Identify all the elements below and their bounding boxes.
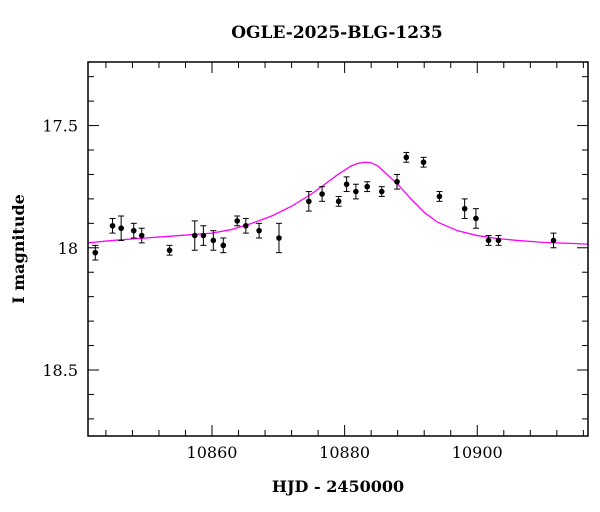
- data-point: [495, 237, 502, 244]
- y-axis-label: I magnitude: [9, 194, 28, 304]
- data-point: [550, 237, 557, 244]
- data-point: [394, 178, 400, 185]
- data-point: [109, 222, 116, 229]
- chart-title: OGLE-2025-BLG-1235: [231, 23, 443, 43]
- y-tick-label: 18.5: [42, 361, 78, 380]
- data-point: [335, 198, 342, 205]
- data-point: [353, 188, 359, 195]
- data-point: [130, 227, 137, 234]
- plot-frame: [87, 61, 589, 437]
- data-point: [343, 181, 350, 188]
- plot-area: 10860 10880 10900 17.5 18 18.5: [42, 62, 589, 462]
- data-point: [191, 232, 198, 239]
- data-point: [118, 225, 124, 232]
- data-point: [200, 232, 207, 239]
- data-point: [306, 198, 312, 205]
- data-point: [473, 215, 479, 222]
- y-tick-label: 18: [58, 239, 78, 258]
- data-point: [461, 205, 468, 212]
- data-point: [485, 237, 492, 244]
- data-point: [220, 242, 227, 249]
- data-point: [166, 247, 173, 254]
- x-tick-label: 10860: [187, 443, 238, 462]
- data-point: [138, 232, 145, 239]
- y-tick-label: 17.5: [42, 117, 78, 136]
- x-tick-label: 10900: [452, 443, 503, 462]
- data-point: [234, 218, 241, 224]
- data-point: [378, 188, 385, 195]
- data-point: [256, 227, 262, 234]
- data-point: [243, 222, 249, 229]
- data-point: [403, 154, 410, 161]
- x-tick-label: 10880: [319, 443, 370, 462]
- data-point: [436, 193, 443, 200]
- data-point: [276, 235, 282, 241]
- data-point: [210, 237, 217, 244]
- data-point: [364, 183, 370, 190]
- model-curve: [87, 161, 589, 245]
- data-point: [319, 191, 325, 197]
- data-point: [420, 159, 427, 166]
- x-axis-label: HJD - 2450000: [272, 477, 404, 496]
- data-point: [92, 249, 99, 256]
